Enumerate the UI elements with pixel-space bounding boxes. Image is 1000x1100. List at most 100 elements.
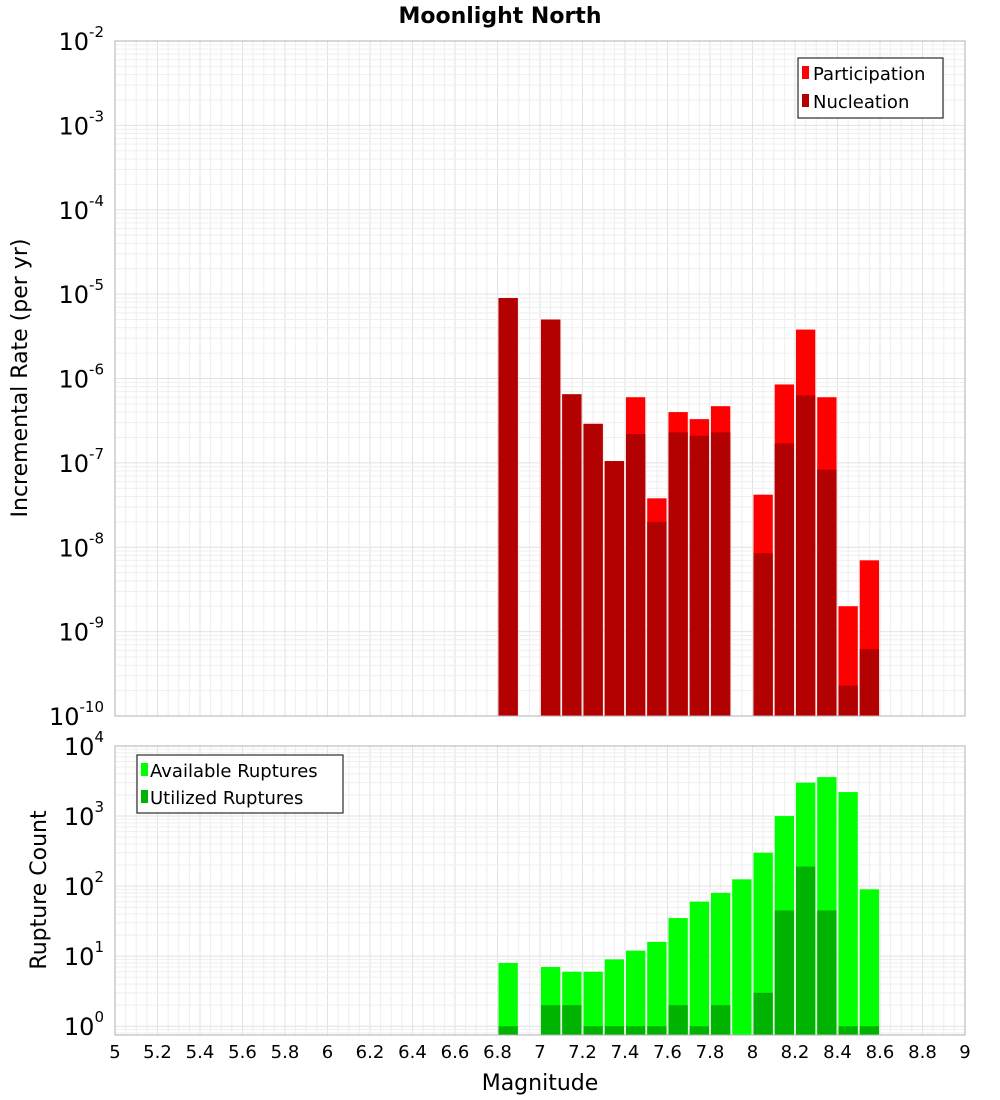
y-tick-label: 10-5 bbox=[58, 276, 104, 309]
x-tick-label: 7.6 bbox=[653, 1042, 682, 1063]
x-tick-label: 6.8 bbox=[483, 1042, 512, 1063]
legend-label-utilized: Utilized Ruptures bbox=[150, 788, 303, 809]
x-tick-label: 5.8 bbox=[271, 1042, 300, 1063]
rate-panel: 10-10 10-9 10-8 10-7 10-6 10-5 10-4 10-3 10-2 In… bbox=[8, 23, 966, 731]
bar-nucleation bbox=[817, 469, 837, 716]
x-tick-label: 7 bbox=[534, 1042, 545, 1063]
bar-nucleation bbox=[604, 461, 625, 716]
bar-nucleation bbox=[562, 394, 582, 716]
count-legend: Available Ruptures Utilized Ruptures bbox=[136, 754, 344, 814]
bar-available-ruptures bbox=[838, 792, 858, 1035]
bar-nucleation bbox=[540, 319, 561, 716]
bar-nucleation bbox=[625, 433, 646, 716]
y-tick-label: 10-2 bbox=[58, 23, 104, 56]
bar-nucleation bbox=[498, 297, 518, 716]
x-tick-label: 8.8 bbox=[908, 1042, 937, 1063]
bar-nucleation bbox=[774, 443, 795, 716]
bar-utilized-ruptures bbox=[859, 1026, 880, 1035]
bar-utilized-ruptures bbox=[689, 1026, 710, 1035]
bar-utilized-ruptures bbox=[647, 1026, 667, 1035]
bar-available-ruptures bbox=[710, 892, 731, 1035]
x-tick-label: 9 bbox=[959, 1042, 970, 1063]
y-tick-label: 102 bbox=[64, 868, 104, 901]
y-tick-label: 10-10 bbox=[49, 698, 104, 731]
bar-utilized-ruptures bbox=[625, 1026, 646, 1035]
bar-utilized-ruptures bbox=[817, 910, 837, 1035]
bar-nucleation bbox=[668, 432, 688, 716]
bar-available-ruptures bbox=[859, 889, 880, 1035]
x-tick-labels: 5 5.2 5.4 5.6 5.8 6 6.2 6.4 6.6 6.8 7 7.2 7.4 7.6 7.8 8… bbox=[109, 1042, 970, 1063]
x-axis-label: Magnitude bbox=[482, 1071, 599, 1096]
x-tick-label: 6 bbox=[322, 1042, 333, 1063]
bar-nucleation bbox=[583, 423, 603, 716]
x-tick-label: 7.4 bbox=[611, 1042, 640, 1063]
y-tick-label: 101 bbox=[64, 938, 104, 971]
rate-legend: Participation Nucleation bbox=[797, 57, 944, 119]
y-tick-label: 104 bbox=[64, 728, 104, 761]
count-plot-frame bbox=[114, 745, 966, 1036]
bar-utilized-ruptures bbox=[498, 1026, 518, 1035]
bar-utilized-ruptures bbox=[583, 1026, 603, 1035]
bar-available-ruptures bbox=[604, 959, 625, 1035]
count-panel: 100 101 102 103 104 5 5.2 5.4 5.6 5.8 6 6.2 6.4 6.6 6… bbox=[27, 728, 971, 1096]
bar-utilized-ruptures bbox=[753, 992, 773, 1035]
rate-bars bbox=[498, 297, 880, 716]
bar-nucleation bbox=[753, 553, 773, 716]
y-tick-label: 10-6 bbox=[58, 361, 104, 394]
bar-nucleation bbox=[710, 432, 731, 716]
bar-utilized-ruptures bbox=[710, 1005, 731, 1035]
x-tick-label: 7.2 bbox=[568, 1042, 597, 1063]
bar-available-ruptures bbox=[498, 962, 518, 1035]
bar-available-ruptures bbox=[583, 971, 603, 1035]
y-tick-label: 10-9 bbox=[58, 614, 104, 647]
bar-utilized-ruptures bbox=[604, 1026, 625, 1035]
bar-utilized-ruptures bbox=[668, 1005, 688, 1035]
y-tick-label: 10-7 bbox=[58, 445, 104, 478]
y-tick-label: 100 bbox=[64, 1008, 104, 1041]
bar-nucleation bbox=[838, 685, 858, 716]
bar-nucleation bbox=[859, 649, 880, 716]
legend-swatch-nucleation bbox=[802, 94, 809, 107]
bar-available-ruptures bbox=[689, 901, 710, 1035]
x-tick-label: 6.6 bbox=[441, 1042, 470, 1063]
x-tick-label: 5.6 bbox=[228, 1042, 257, 1063]
chart-title: Moonlight North bbox=[398, 4, 601, 29]
legend-swatch-participation bbox=[802, 66, 809, 79]
bar-utilized-ruptures bbox=[838, 1026, 858, 1035]
bar-nucleation bbox=[647, 521, 667, 716]
bar-utilized-ruptures bbox=[562, 1005, 582, 1035]
rate-y-axis-label: Incremental Rate (per yr) bbox=[8, 239, 33, 518]
count-legend-box bbox=[136, 754, 344, 814]
bar-available-ruptures bbox=[625, 950, 646, 1035]
x-tick-label: 5.4 bbox=[186, 1042, 215, 1063]
count-y-axis-label: Rupture Count bbox=[27, 810, 52, 970]
x-tick-label: 8.2 bbox=[781, 1042, 810, 1063]
count-y-tick-labels: 100 101 102 103 104 bbox=[64, 728, 104, 1041]
x-tick-label: 8.6 bbox=[866, 1042, 895, 1063]
x-tick-label: 8 bbox=[747, 1042, 758, 1063]
rate-plot-frame bbox=[114, 40, 966, 717]
legend-label-nucleation: Nucleation bbox=[813, 92, 909, 113]
bar-nucleation bbox=[795, 395, 816, 716]
bar-nucleation bbox=[689, 435, 710, 716]
bar-available-ruptures bbox=[647, 941, 667, 1035]
x-tick-label: 7.8 bbox=[696, 1042, 725, 1063]
bar-utilized-ruptures bbox=[774, 910, 795, 1035]
bar-utilized-ruptures bbox=[795, 866, 816, 1035]
y-tick-label: 10-3 bbox=[58, 107, 104, 140]
bar-available-ruptures bbox=[732, 879, 752, 1035]
legend-swatch-available bbox=[141, 763, 148, 776]
x-tick-label: 5.2 bbox=[143, 1042, 172, 1063]
bar-available-ruptures bbox=[753, 852, 773, 1035]
x-tick-label: 6.4 bbox=[398, 1042, 427, 1063]
x-tick-label: 5 bbox=[109, 1042, 120, 1063]
x-tick-label: 6.2 bbox=[356, 1042, 385, 1063]
y-tick-label: 10-8 bbox=[58, 529, 104, 562]
x-tick-label: 8.4 bbox=[823, 1042, 852, 1063]
y-tick-label: 103 bbox=[64, 798, 104, 831]
rate-grid bbox=[114, 40, 966, 717]
rate-legend-box bbox=[797, 57, 944, 119]
legend-label-participation: Participation bbox=[813, 64, 925, 85]
legend-label-available: Available Ruptures bbox=[150, 761, 318, 782]
